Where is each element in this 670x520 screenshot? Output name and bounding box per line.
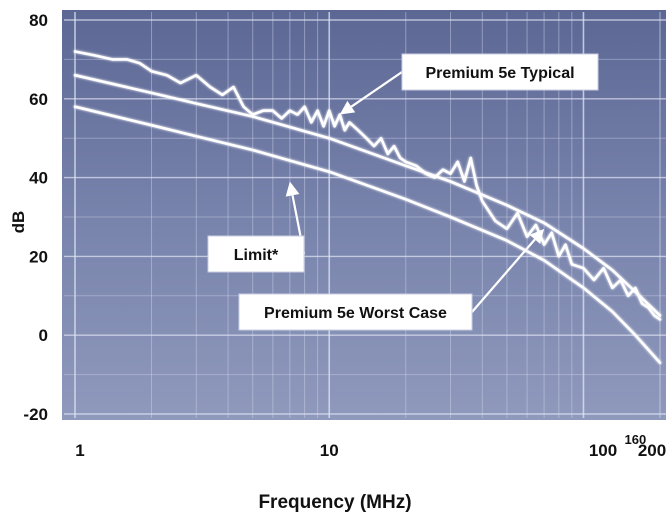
- y-tick-label: 40: [29, 169, 48, 188]
- callout-premium-5e-typical: Premium 5e Typical: [339, 53, 599, 115]
- callout-arrow-line: [350, 71, 403, 108]
- callout-label: Limit*: [234, 247, 279, 264]
- series-line-premium-5e-typical: [73, 50, 662, 321]
- annotation-layer: Premium 5e Typical Limit* Premium 5e Worst…: [207, 53, 599, 331]
- grid: [64, 12, 666, 418]
- y-axis: 80 60 40 20 0 -20: [23, 11, 48, 424]
- callout-arrow-head: [529, 228, 545, 244]
- y-tick-label: 20: [29, 247, 48, 266]
- callout-arrow-line: [471, 238, 536, 313]
- callout-arrow-head: [285, 181, 300, 197]
- y-tick-label: 0: [39, 326, 48, 345]
- x-axis-title: Frequency (MHz): [258, 492, 411, 513]
- callout-arrow-head: [339, 100, 356, 115]
- series-layer: [73, 50, 662, 365]
- x-tick-label: 200: [638, 441, 666, 460]
- series-line-limit: [73, 73, 662, 317]
- callout-label: Premium 5e Typical: [425, 65, 574, 82]
- callout-label: Premium 5e Worst Case: [264, 305, 447, 322]
- callout-premium-5e-worst-case: Premium 5e Worst Case: [238, 228, 545, 331]
- callout-box: [238, 293, 473, 331]
- x-tick-label: 10: [320, 441, 339, 460]
- x-tick-label: 160: [625, 432, 647, 447]
- y-tick-label: 60: [29, 90, 48, 109]
- y-axis-title: dB: [9, 211, 28, 234]
- callout-box: [401, 53, 599, 91]
- callout-box: [207, 235, 305, 273]
- x-tick-label: 100: [589, 441, 617, 460]
- x-tick-label: 1: [75, 441, 84, 460]
- y-tick-label: 80: [29, 11, 48, 30]
- callout-limit: Limit*: [207, 181, 306, 273]
- y-tick-label: -20: [23, 405, 48, 424]
- series-line-premium-5e-worst-case: [73, 105, 662, 365]
